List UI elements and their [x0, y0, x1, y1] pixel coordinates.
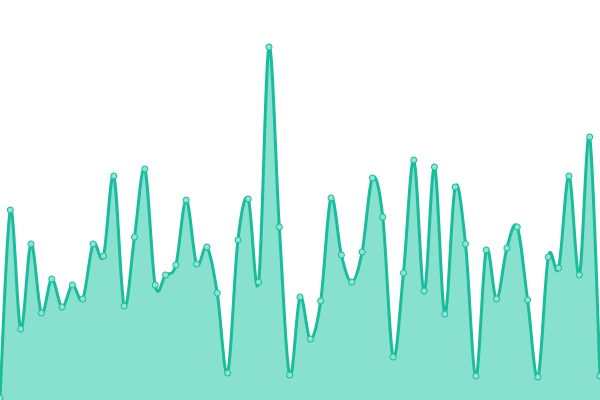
data-point-58	[596, 372, 600, 380]
data-point-6	[58, 303, 66, 311]
data-point-41	[420, 287, 428, 295]
data-point-16	[162, 271, 170, 279]
data-point-11	[110, 172, 118, 180]
data-point-31	[317, 297, 325, 305]
data-point-44	[451, 183, 459, 191]
data-point-52	[534, 373, 542, 381]
data-point-56	[575, 271, 583, 279]
data-point-54	[555, 264, 563, 272]
data-point-27	[275, 223, 283, 231]
data-point-7	[68, 281, 76, 289]
data-point-53	[544, 253, 552, 261]
data-point-47	[482, 246, 490, 254]
data-point-15	[151, 281, 159, 289]
data-point-10	[99, 252, 107, 260]
data-point-17	[172, 261, 180, 269]
data-point-21	[213, 289, 221, 297]
data-point-50	[513, 223, 521, 231]
data-point-57	[586, 133, 594, 141]
data-point-39	[399, 269, 407, 277]
data-point-12	[120, 302, 128, 310]
data-point-25	[255, 278, 263, 286]
data-point-42	[430, 163, 438, 171]
data-point-46	[472, 372, 480, 380]
data-points	[0, 43, 600, 400]
data-point-18	[182, 196, 190, 204]
data-point-2	[17, 325, 25, 333]
data-point-23	[234, 236, 242, 244]
data-point-33	[337, 251, 345, 259]
data-point-32	[327, 194, 335, 202]
data-point-51	[524, 296, 532, 304]
data-point-19	[193, 260, 201, 268]
data-point-36	[368, 174, 376, 182]
data-point-48	[493, 295, 501, 303]
area-fill	[0, 46, 600, 400]
data-point-49	[503, 244, 511, 252]
data-point-29	[296, 293, 304, 301]
data-point-20	[203, 243, 211, 251]
data-point-4	[37, 309, 45, 317]
data-point-37	[379, 213, 387, 221]
data-point-14	[141, 165, 149, 173]
data-point-40	[410, 156, 418, 164]
data-point-45	[462, 240, 470, 248]
data-point-3	[27, 240, 35, 248]
data-point-26	[265, 43, 273, 51]
data-point-5	[48, 275, 56, 283]
data-point-13	[130, 233, 138, 241]
data-point-28	[286, 371, 294, 379]
data-point-0	[0, 394, 4, 400]
data-point-35	[358, 248, 366, 256]
data-point-55	[565, 172, 573, 180]
data-point-30	[306, 335, 314, 343]
data-point-34	[348, 278, 356, 286]
data-point-8	[79, 295, 87, 303]
data-point-9	[89, 240, 97, 248]
data-point-1	[6, 206, 14, 214]
data-point-43	[441, 310, 449, 318]
data-point-24	[244, 195, 252, 203]
data-point-38	[389, 353, 397, 361]
data-point-22	[224, 369, 232, 377]
